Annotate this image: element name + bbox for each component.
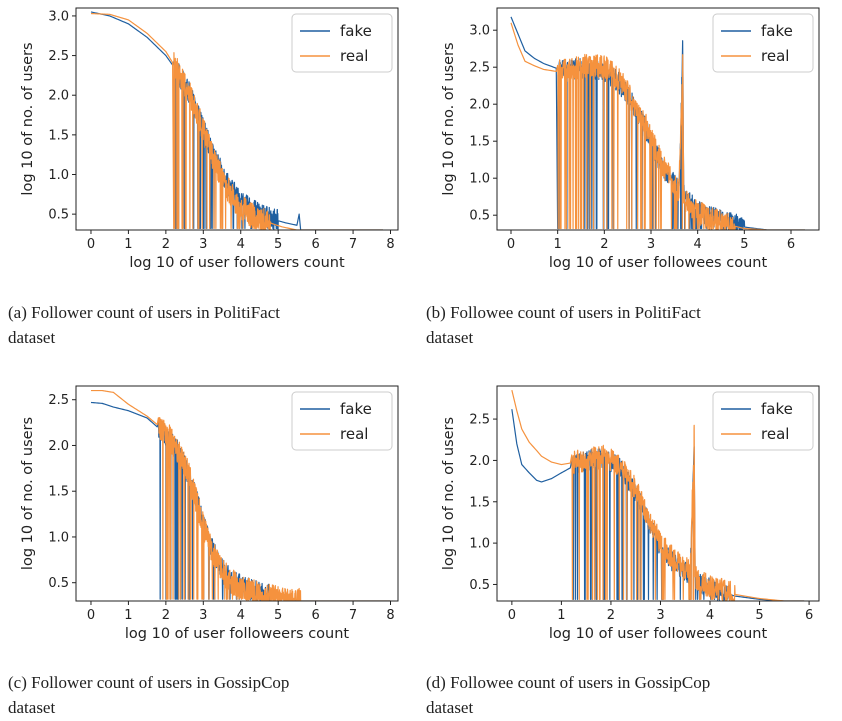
series-line-real bbox=[511, 389, 805, 601]
legend-box bbox=[291, 391, 393, 451]
plot-frame bbox=[496, 7, 820, 231]
legend-label-real: real bbox=[761, 425, 789, 443]
legend-box bbox=[291, 13, 393, 73]
x-tick-label: 3 bbox=[647, 237, 655, 252]
y-tick-label: 3.0 bbox=[469, 24, 490, 39]
x-tick-label: 6 bbox=[311, 237, 319, 252]
legend-label-real: real bbox=[340, 47, 368, 65]
x-tick-label: 6 bbox=[311, 608, 319, 623]
figure-caption-line: (b) Followee count of users in PolitiFac… bbox=[426, 303, 701, 322]
x-tick-label: 2 bbox=[607, 608, 615, 623]
x-tick-label: 4 bbox=[706, 608, 714, 623]
y-tick-label: 3.0 bbox=[48, 9, 69, 24]
x-tick-label: 6 bbox=[787, 237, 795, 252]
y-tick-label: 1.0 bbox=[48, 530, 69, 545]
y-tick-label: 1.0 bbox=[48, 168, 69, 183]
y-tick-label: 1.5 bbox=[469, 495, 490, 510]
y-axis-label: log 10 of no. of users bbox=[441, 417, 457, 570]
figure-caption-line: dataset bbox=[426, 698, 473, 717]
x-axis-label: log 10 of user followees count bbox=[549, 626, 768, 642]
y-tick-label: 2.5 bbox=[48, 393, 69, 408]
x-tick-label: 1 bbox=[554, 237, 562, 252]
figure-caption-line: (a) Follower count of users in PolitiFac… bbox=[8, 303, 280, 322]
x-tick-label: 3 bbox=[199, 608, 207, 623]
x-tick-label: 7 bbox=[349, 608, 357, 623]
y-tick-label: 0.5 bbox=[469, 578, 490, 593]
y-tick-label: 1.0 bbox=[469, 537, 490, 552]
x-tick-label: 5 bbox=[274, 237, 282, 252]
x-tick-label: 2 bbox=[162, 237, 170, 252]
x-tick-label: 3 bbox=[656, 608, 664, 623]
x-axis-label: log 10 of user followees count bbox=[549, 255, 768, 271]
x-tick-label: 3 bbox=[199, 237, 207, 252]
x-axis-label: log 10 of user followeers count bbox=[125, 626, 350, 642]
series-line-real bbox=[90, 12, 384, 230]
y-tick-label: 1.0 bbox=[469, 172, 490, 187]
y-tick-label: 1.5 bbox=[48, 128, 69, 143]
chart-panel-0: 0 1 2 3 4 5 6 7 8 0.5 1.0 1.5 2.0 2.5 3.0 log 10 of use… bbox=[8, 7, 399, 347]
x-tick-label: 4 bbox=[694, 237, 702, 252]
legend-label-real: real bbox=[761, 47, 789, 65]
y-axis-label: log 10 of no. of users bbox=[20, 417, 36, 570]
x-tick-label: 5 bbox=[274, 608, 282, 623]
legend-label-fake: fake bbox=[340, 400, 372, 418]
figure-caption-line: dataset bbox=[8, 328, 55, 347]
legend-label-fake: fake bbox=[761, 22, 793, 40]
x-tick-label: 4 bbox=[237, 608, 245, 623]
figure-caption-line: dataset bbox=[8, 698, 55, 717]
x-tick-label: 0 bbox=[507, 237, 515, 252]
x-tick-label: 0 bbox=[87, 608, 95, 623]
x-tick-label: 8 bbox=[386, 237, 394, 252]
y-tick-label: 1.5 bbox=[469, 135, 490, 150]
y-tick-label: 2.5 bbox=[469, 61, 490, 76]
y-tick-label: 2.0 bbox=[48, 89, 69, 104]
legend-label-fake: fake bbox=[340, 22, 372, 40]
figure-caption-line: dataset bbox=[426, 328, 473, 347]
y-axis-label: log 10 of no. of users bbox=[20, 42, 36, 195]
legend-label-real: real bbox=[340, 425, 368, 443]
x-tick-label: 0 bbox=[87, 237, 95, 252]
y-tick-label: 2.0 bbox=[469, 454, 490, 469]
x-tick-label: 8 bbox=[386, 608, 394, 623]
y-tick-label: 0.5 bbox=[48, 208, 69, 223]
x-tick-label: 1 bbox=[557, 608, 565, 623]
plot-frame bbox=[75, 7, 399, 231]
x-tick-label: 2 bbox=[600, 237, 608, 252]
x-tick-label: 5 bbox=[740, 237, 748, 252]
series-line-real bbox=[90, 389, 391, 601]
figure-caption-line: (d) Followee count of users in GossipCop bbox=[426, 673, 710, 692]
chart-panel-2: 0 1 2 3 4 5 6 7 8 0.5 1.0 1.5 2.0 2.5 log 10 of user f… bbox=[8, 385, 399, 717]
y-tick-label: 2.0 bbox=[469, 98, 490, 113]
y-tick-label: 0.5 bbox=[469, 209, 490, 224]
x-tick-label: 7 bbox=[349, 237, 357, 252]
x-tick-label: 2 bbox=[162, 608, 170, 623]
y-tick-label: 2.0 bbox=[48, 439, 69, 454]
y-axis-label: log 10 of no. of users bbox=[441, 42, 457, 195]
legend-label-fake: fake bbox=[761, 400, 793, 418]
chart-panel-3: 0 1 2 3 4 5 6 0.5 1.0 1.5 2.0 2.5 log 10 of user fol… bbox=[426, 385, 820, 717]
y-tick-label: 2.5 bbox=[48, 49, 69, 64]
legend-box bbox=[712, 13, 814, 73]
x-tick-label: 1 bbox=[124, 237, 132, 252]
y-tick-label: 1.5 bbox=[48, 485, 69, 500]
plot-frame bbox=[496, 385, 820, 602]
x-tick-label: 6 bbox=[805, 608, 813, 623]
figure-caption-line: (c) Follower count of users in GossipCop bbox=[8, 673, 289, 692]
x-tick-label: 4 bbox=[237, 237, 245, 252]
y-tick-label: 0.5 bbox=[48, 576, 69, 591]
y-tick-label: 2.5 bbox=[469, 413, 490, 428]
x-tick-label: 5 bbox=[755, 608, 763, 623]
series-line-real bbox=[510, 22, 805, 230]
chart-panel-1: 0 1 2 3 4 5 6 0.5 1.0 1.5 2.0 2.5 3.0 log 10 of user … bbox=[426, 7, 820, 347]
x-axis-label: log 10 of user followers count bbox=[129, 255, 345, 271]
legend-box bbox=[712, 391, 814, 451]
x-tick-label: 0 bbox=[508, 608, 516, 623]
x-tick-label: 1 bbox=[124, 608, 132, 623]
plot-frame bbox=[75, 385, 399, 602]
